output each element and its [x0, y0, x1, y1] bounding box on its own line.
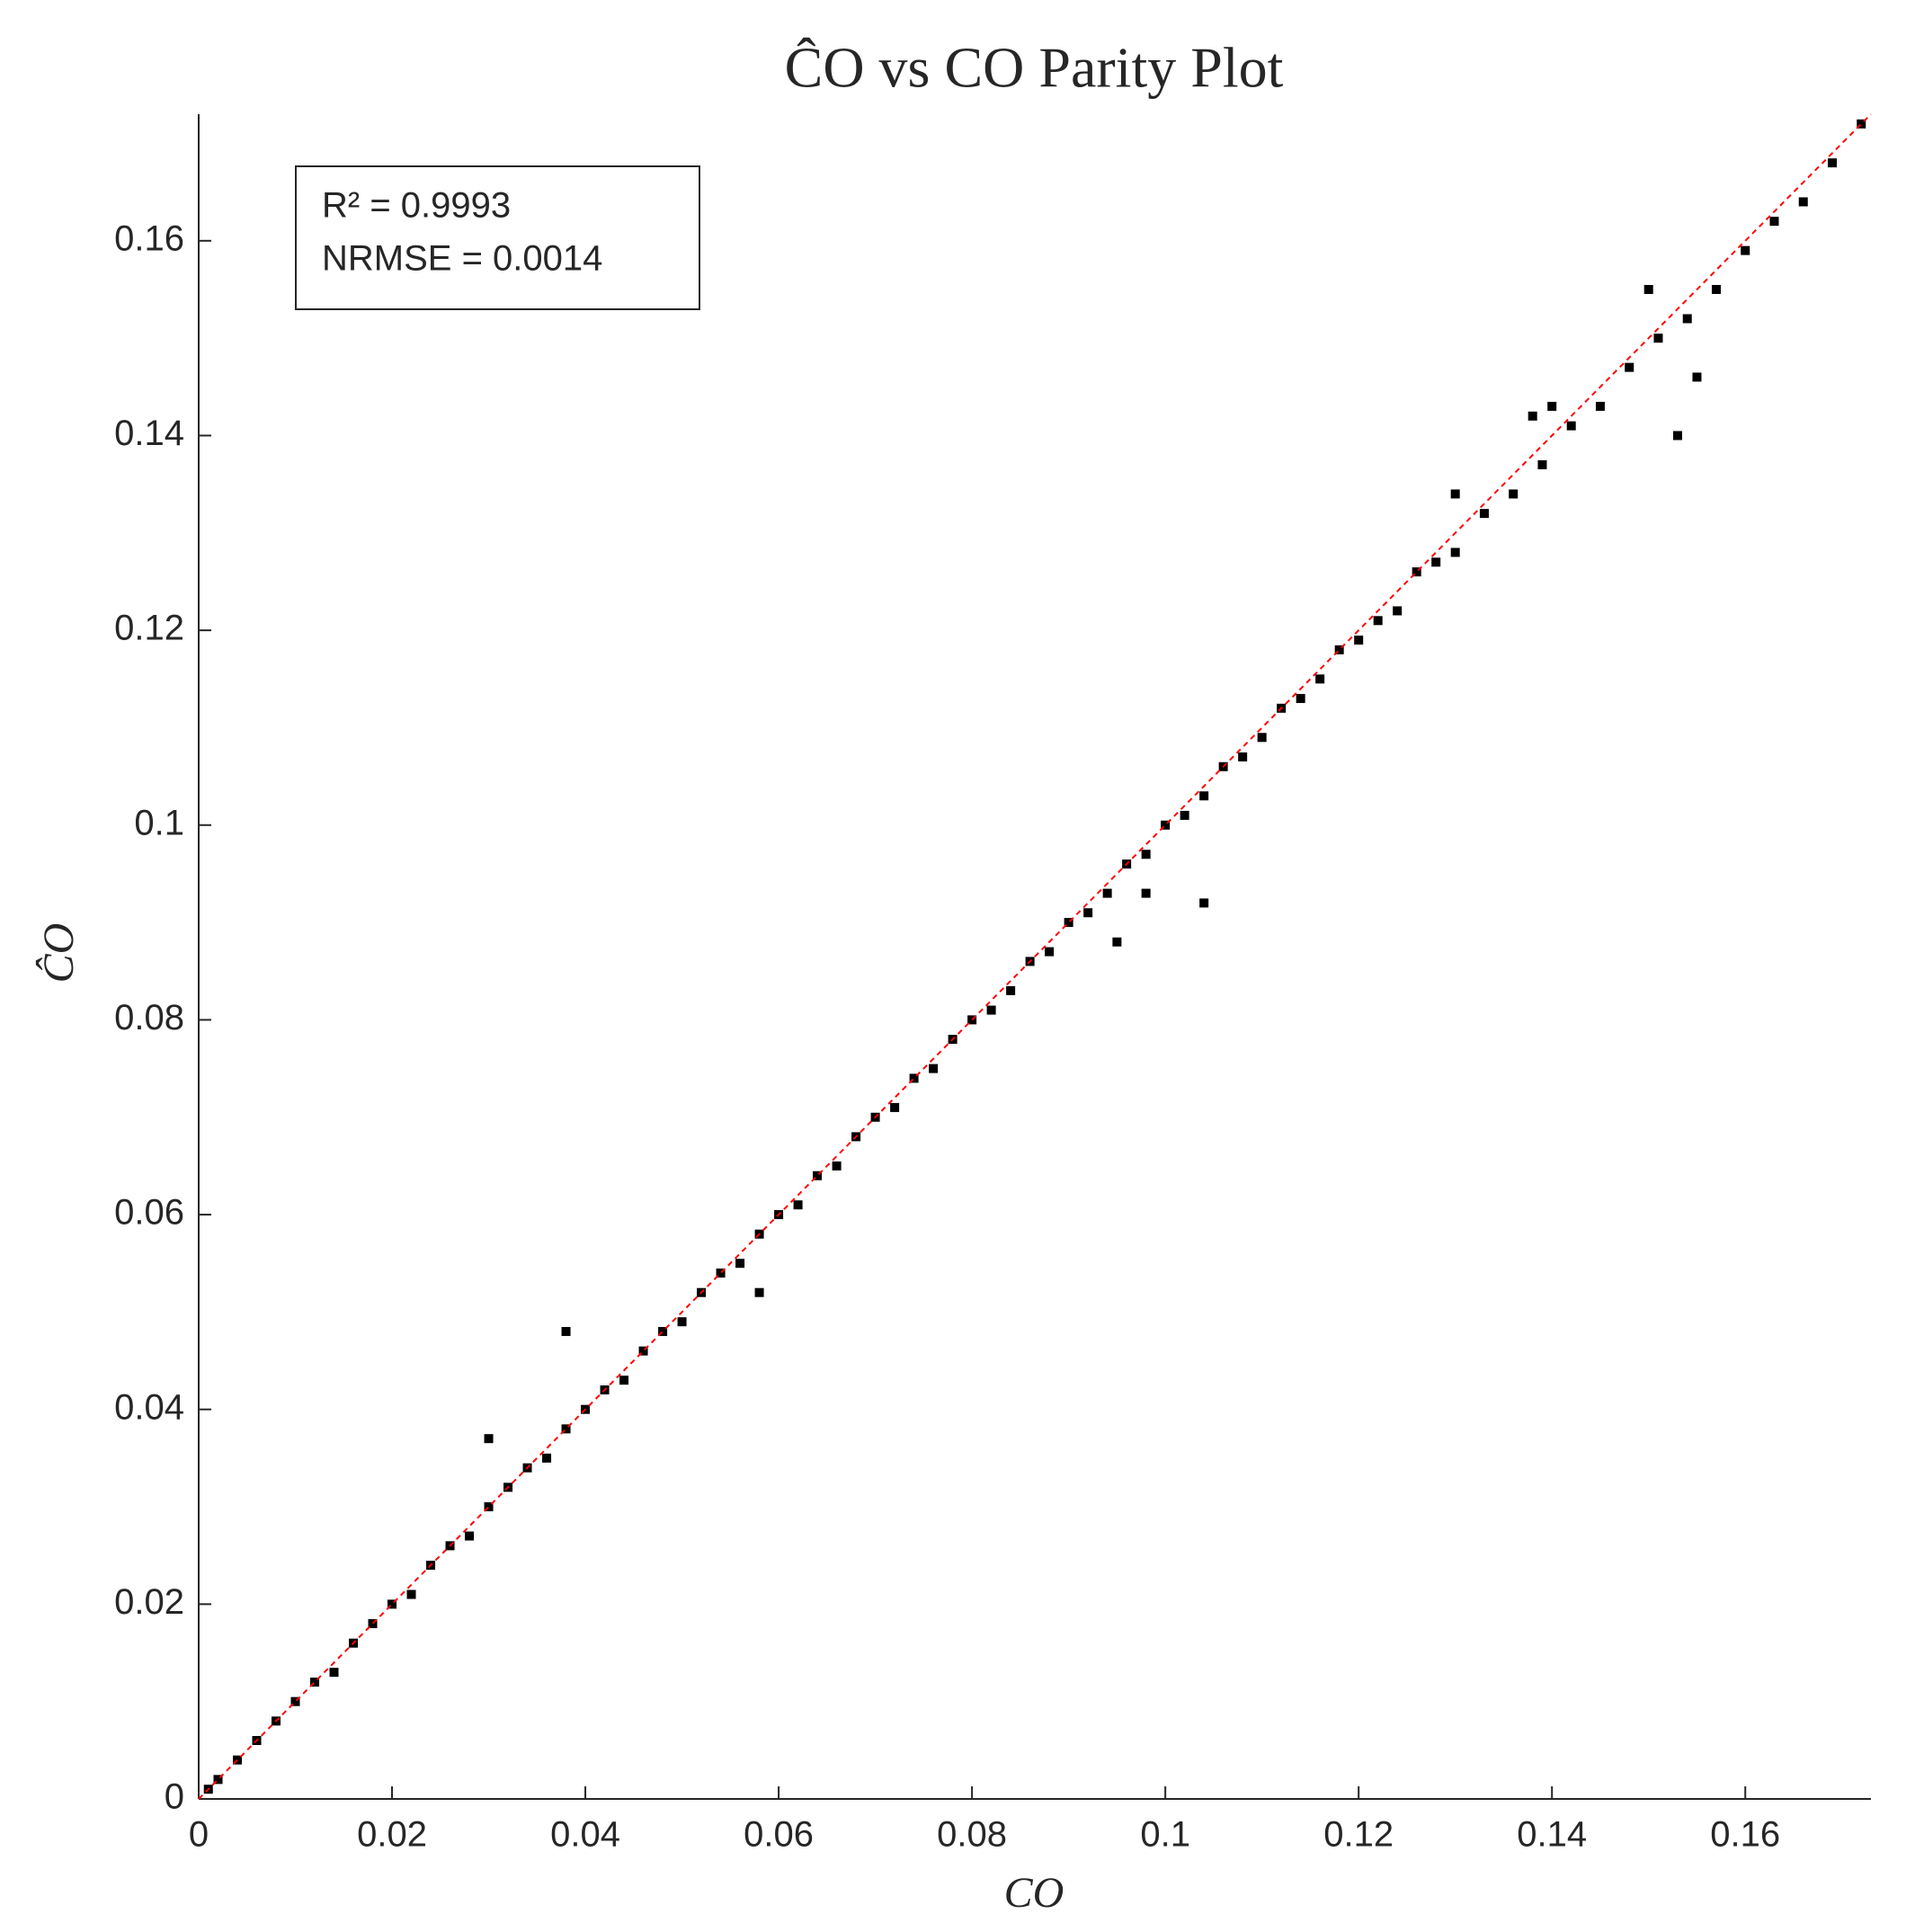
- point: [1566, 421, 1576, 431]
- point: [213, 1775, 223, 1785]
- point: [1334, 645, 1344, 654]
- point: [1625, 362, 1634, 372]
- x-tick-label: 0.12: [1323, 1815, 1394, 1855]
- x-tick-label: 0.16: [1710, 1815, 1780, 1855]
- point: [1643, 284, 1653, 294]
- y-tick-label: 0.08: [114, 998, 184, 1037]
- point: [1653, 334, 1663, 343]
- point: [1672, 431, 1682, 441]
- point: [716, 1269, 726, 1278]
- point: [1393, 606, 1403, 616]
- point: [1083, 908, 1093, 918]
- point: [619, 1376, 629, 1385]
- y-tick-label: 0.02: [114, 1582, 184, 1622]
- point: [1431, 557, 1441, 567]
- x-tick-label: 0.02: [357, 1815, 427, 1855]
- y-axis-label: ĈO: [34, 923, 83, 984]
- x-tick-label: 0.04: [550, 1815, 620, 1855]
- point: [1741, 245, 1750, 255]
- point: [1257, 733, 1267, 743]
- point: [1682, 314, 1692, 324]
- point: [1006, 985, 1016, 995]
- x-tick-label: 0: [189, 1815, 209, 1855]
- point: [1547, 401, 1557, 411]
- point: [329, 1668, 339, 1678]
- point: [1141, 888, 1151, 898]
- point: [310, 1678, 320, 1687]
- point: [290, 1696, 300, 1706]
- annotation: NRMSE = 0.0014: [322, 239, 602, 279]
- parity-line: [198, 113, 1872, 1800]
- x-tick-label: 0.06: [744, 1815, 814, 1855]
- point: [1161, 820, 1171, 830]
- point: [233, 1755, 243, 1765]
- point: [677, 1317, 687, 1327]
- x-tick-label: 0.1: [1140, 1815, 1190, 1855]
- y-tick-label: 0.16: [114, 218, 184, 258]
- y-tick-label: 0: [165, 1777, 184, 1817]
- point: [1509, 489, 1519, 499]
- point: [387, 1599, 397, 1609]
- annotation-box: [295, 165, 700, 310]
- point: [1199, 898, 1209, 908]
- y-tick-label: 0.06: [114, 1193, 184, 1233]
- point: [1769, 217, 1779, 227]
- y-tick-label: 0.04: [114, 1387, 184, 1427]
- point: [1141, 850, 1151, 859]
- point: [658, 1327, 668, 1337]
- point: [967, 1015, 977, 1025]
- y-tick-label: 0.12: [114, 609, 184, 648]
- point: [909, 1073, 919, 1083]
- point: [1595, 401, 1605, 411]
- point: [1528, 411, 1537, 421]
- point: [1045, 947, 1055, 957]
- point: [542, 1453, 552, 1463]
- point: [484, 1434, 494, 1444]
- point: [465, 1531, 475, 1541]
- chart-title: ĈO vs CO Parity Plot: [785, 36, 1284, 100]
- y-tick-label: 0.14: [114, 414, 184, 453]
- point: [1450, 489, 1460, 499]
- point: [1112, 937, 1122, 947]
- point: [1479, 509, 1489, 519]
- point: [1711, 284, 1721, 294]
- point: [986, 1005, 996, 1015]
- point: [1064, 918, 1073, 928]
- y-tick-label: 0.1: [134, 803, 184, 842]
- point: [1373, 616, 1383, 626]
- x-tick-label: 0.14: [1517, 1815, 1587, 1855]
- point: [1412, 567, 1421, 577]
- point: [1102, 888, 1112, 898]
- point: [1450, 548, 1460, 557]
- annotation: R² = 0.9993: [322, 186, 511, 226]
- point: [1692, 372, 1702, 382]
- point: [638, 1346, 648, 1356]
- point: [1354, 635, 1364, 645]
- point: [1180, 810, 1189, 820]
- point: [890, 1102, 900, 1112]
- point: [1537, 459, 1547, 469]
- point: [368, 1619, 378, 1629]
- point: [1296, 693, 1305, 703]
- point: [929, 1064, 939, 1073]
- point: [484, 1502, 494, 1512]
- point: [1798, 197, 1808, 207]
- point: [1857, 119, 1866, 129]
- point: [754, 1287, 764, 1297]
- x-tick-label: 0.08: [937, 1815, 1007, 1855]
- point: [561, 1327, 571, 1337]
- point: [1827, 158, 1837, 168]
- point: [735, 1259, 745, 1269]
- point: [561, 1424, 571, 1434]
- point: [832, 1161, 842, 1171]
- point: [793, 1200, 803, 1210]
- point: [1238, 752, 1248, 761]
- point: [1199, 791, 1209, 801]
- point: [1315, 674, 1325, 684]
- x-axis-label: CO: [1004, 1869, 1064, 1917]
- point: [813, 1171, 823, 1180]
- point: [406, 1589, 416, 1599]
